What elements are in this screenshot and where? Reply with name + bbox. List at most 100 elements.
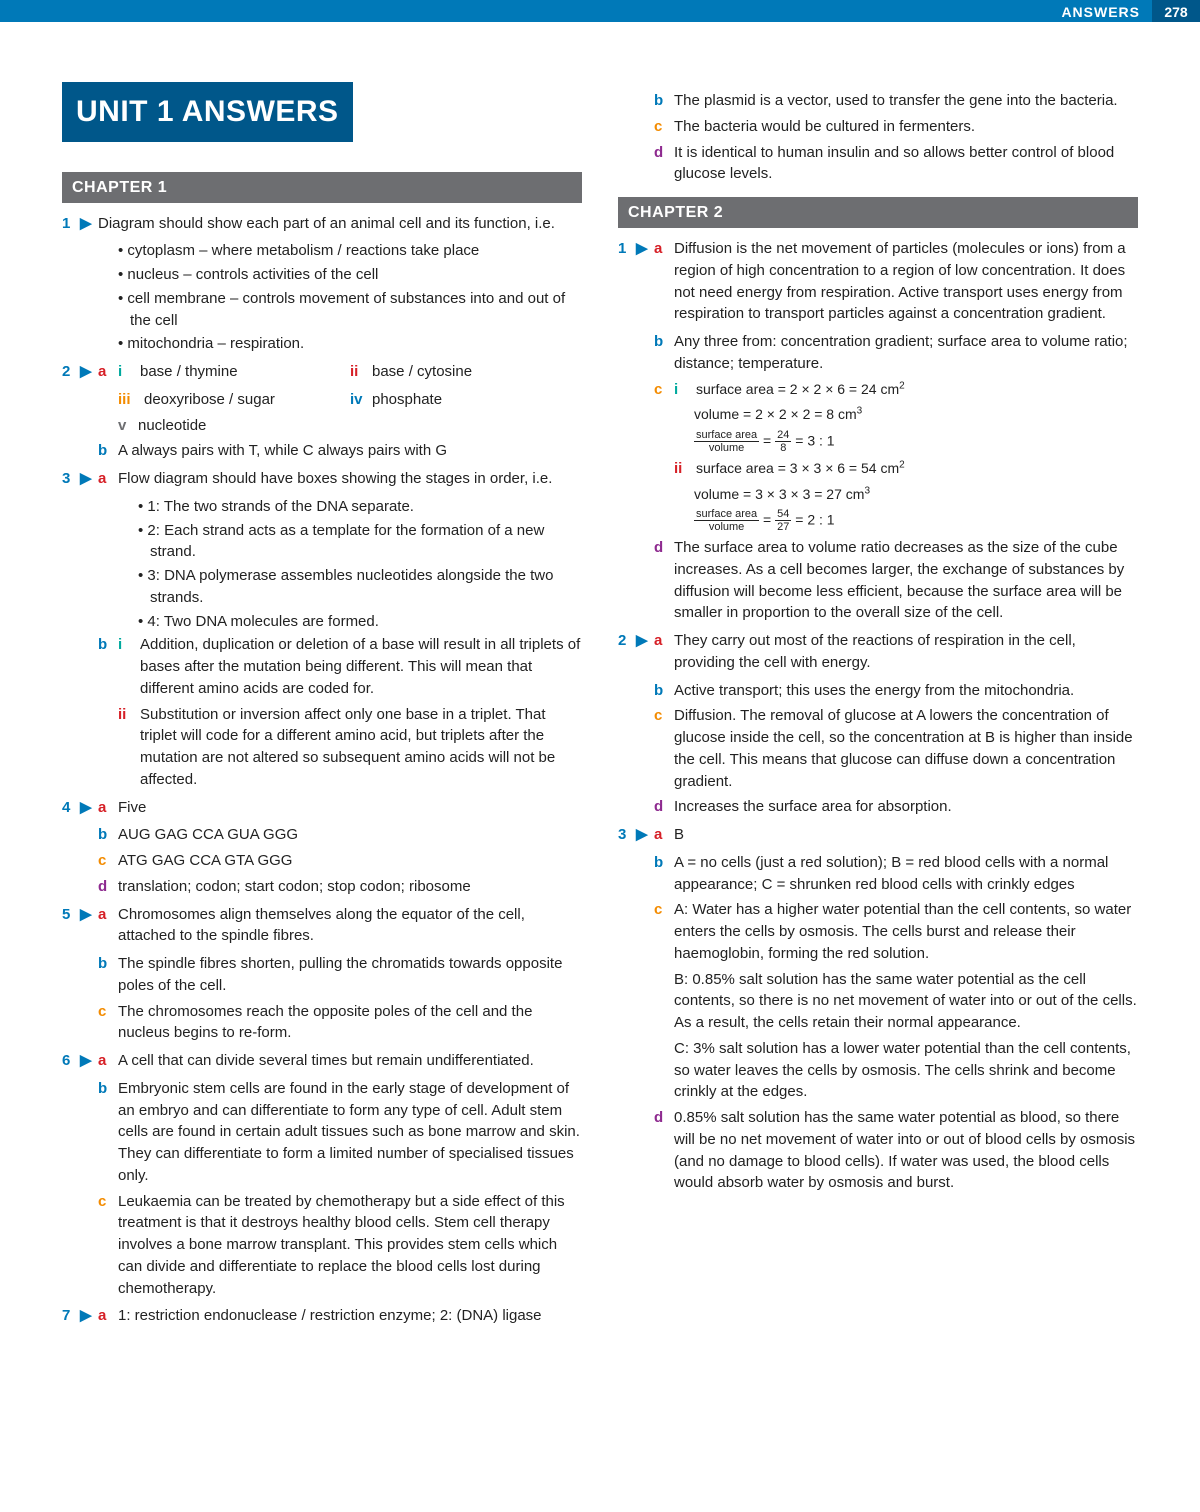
c2q3d: d0.85% salt solution has the same water …: [654, 1107, 1138, 1194]
q2aiv: phosphate: [372, 389, 442, 411]
frac-top: 54: [775, 508, 791, 521]
q7a: 1: restriction endonuclease / restrictio…: [118, 1305, 582, 1327]
q-number: 4: [62, 797, 80, 819]
q1-bullet: • mitochondria – respiration.: [118, 333, 582, 355]
q-number: 6: [62, 1050, 80, 1072]
c2q1cii-vol: volume = 3 × 3 × 3 = 27 cm3: [694, 484, 1138, 504]
c2q1: 1 ▶ a Diffusion is the net movement of p…: [618, 238, 1138, 325]
part-d: d: [654, 142, 674, 186]
roman-i: i: [674, 379, 696, 401]
q3b: biAddition, duplication or deletion of a…: [98, 634, 582, 699]
q6a: A cell that can divide several times but…: [118, 1050, 582, 1072]
fraction: surface areavolume: [694, 429, 759, 454]
part-b: b: [654, 680, 674, 702]
arrow-icon: ▶: [80, 213, 98, 235]
ratio-result: = 2 : 1: [795, 511, 834, 527]
q2b: bA always pairs with T, while C always p…: [98, 440, 582, 462]
c2q1b: bAny three from: concentration gradient;…: [654, 331, 1138, 375]
part-b: b: [98, 953, 118, 997]
bullet-text: 4: Two DNA molecules are formed.: [147, 613, 379, 630]
q7c: cThe bacteria would be cultured in ferme…: [654, 116, 1138, 138]
part-a: a: [654, 630, 674, 674]
q1-intro: Diagram should show each part of an anim…: [98, 213, 582, 235]
q2av: nucleotide: [138, 415, 206, 437]
c2q3b: bA = no cells (just a red solution); B =…: [654, 852, 1138, 896]
q2aii: base / cytosine: [372, 361, 472, 383]
bullet-text: 2: Each strand acts as a template for th…: [147, 522, 544, 561]
q2b-text: A always pairs with T, while C always pa…: [118, 440, 582, 462]
roman-ii: ii: [350, 361, 372, 383]
ratio-result: = 3 : 1: [795, 432, 834, 448]
q3-bullet: • 1: The two strands of the DNA separate…: [138, 496, 582, 518]
q3-bullet: • 2: Each strand acts as a template for …: [138, 520, 582, 564]
q6c: cLeukaemia can be treated by chemotherap…: [98, 1191, 582, 1300]
part-a: a: [98, 904, 118, 948]
c2q3: 3 ▶ a B: [618, 824, 1138, 846]
part-b: b: [98, 440, 118, 462]
q-number: 7: [62, 1305, 80, 1327]
c2q1ci-vol: volume = 2 × 2 × 2 = 8 cm3: [694, 404, 1138, 424]
vol-text: volume = 3 × 3 × 3 = 27 cm: [694, 486, 864, 502]
part-b: b: [654, 331, 674, 375]
q4c: cATG GAG CCA GTA GGG: [98, 850, 582, 872]
c2q2a: They carry out most of the reactions of …: [674, 630, 1138, 674]
fraction: 5427: [775, 508, 791, 533]
q3-bullet: • 4: Two DNA molecules are formed.: [138, 611, 582, 633]
q5b: bThe spindle fibres shorten, pulling the…: [98, 953, 582, 997]
q-number: 2: [618, 630, 636, 674]
bullet-text: mitochondria – respiration.: [127, 335, 304, 352]
q1: 1 ▶ Diagram should show each part of an …: [62, 213, 582, 235]
c2q1b-text: Any three from: concentration gradient; …: [674, 331, 1138, 375]
arrow-icon: ▶: [80, 904, 98, 948]
part-a: a: [654, 238, 674, 325]
roman-iv: iv: [350, 389, 372, 411]
q-number: 1: [618, 238, 636, 325]
q2: 2 ▶ a ibase / thymine iibase / cytosine: [62, 361, 582, 383]
sa-text: surface area = 3 × 3 × 6 = 54 cm: [696, 460, 899, 476]
q2ai: base / thymine: [140, 361, 238, 383]
q3bi-text: Addition, duplication or deletion of a b…: [140, 634, 582, 699]
q5a: Chromosomes align themselves along the e…: [118, 904, 582, 948]
part-a: a: [654, 824, 674, 846]
header-label: ANSWERS: [1061, 0, 1140, 22]
q1-bullet: • nucleus – controls activities of the c…: [118, 264, 582, 286]
c2q2c-text: Diffusion. The removal of glucose at A l…: [674, 705, 1138, 792]
bullet-text: 1: The two strands of the DNA separate.: [147, 498, 414, 515]
right-column: bThe plasmid is a vector, used to transf…: [618, 82, 1138, 1333]
q4d: dtranslation; codon; start codon; stop c…: [98, 876, 582, 898]
q7b: bThe plasmid is a vector, used to transf…: [654, 90, 1138, 112]
q3: 3 ▶ a Flow diagram should have boxes sho…: [62, 468, 582, 490]
arrow-icon: ▶: [80, 361, 98, 383]
q3bii: iiSubstitution or inversion affect only …: [118, 704, 582, 791]
q7d-text: It is identical to human insulin and so …: [674, 142, 1138, 186]
arrow-icon: ▶: [636, 630, 654, 674]
q2-row: vnucleotide: [118, 415, 582, 437]
sa-text: surface area = 2 × 2 × 6 = 24 cm: [696, 381, 899, 397]
c2q3c2-text: B: 0.85% salt solution has the same wate…: [674, 969, 1138, 1034]
arrow-icon: ▶: [80, 1305, 98, 1327]
q3a-intro: Flow diagram should have boxes showing t…: [118, 468, 582, 490]
q5b-text: The spindle fibres shorten, pulling the …: [118, 953, 582, 997]
c2q3c2: B: 0.85% salt solution has the same wate…: [654, 969, 1138, 1034]
q4b: bAUG GAG CCA GUA GGG: [98, 824, 582, 846]
q3-bullet: • 3: DNA polymerase assembles nucleotide…: [138, 565, 582, 609]
c2q1ci-ratio: surface areavolume = 248 = 3 : 1: [694, 429, 1138, 454]
content: UNIT 1 ANSWERS CHAPTER 1 1 ▶ Diagram sho…: [0, 22, 1200, 1373]
q7: 7 ▶ a 1: restriction endonuclease / rest…: [62, 1305, 582, 1327]
part-c: c: [98, 850, 118, 872]
part-b: b: [98, 1078, 118, 1187]
part-a: a: [98, 361, 118, 383]
chapter-1-title: CHAPTER 1: [62, 172, 582, 203]
frac-bot: volume: [694, 442, 759, 454]
c2q1cii: iisurface area = 3 × 3 × 6 = 54 cm2: [674, 458, 1138, 480]
part-a: a: [98, 1305, 118, 1327]
part-b: b: [654, 852, 674, 896]
frac-top: 24: [775, 429, 791, 442]
c2q1cii-sa: surface area = 3 × 3 × 6 = 54 cm2: [696, 458, 1138, 480]
roman-v: v: [118, 415, 138, 437]
q5c-text: The chromosomes reach the opposite poles…: [118, 1001, 582, 1045]
q6c-text: Leukaemia can be treated by chemotherapy…: [118, 1191, 582, 1300]
c2q3a: B: [674, 824, 1138, 846]
arrow-icon: ▶: [80, 1050, 98, 1072]
c2q3c: cA: Water has a higher water potential t…: [654, 899, 1138, 964]
